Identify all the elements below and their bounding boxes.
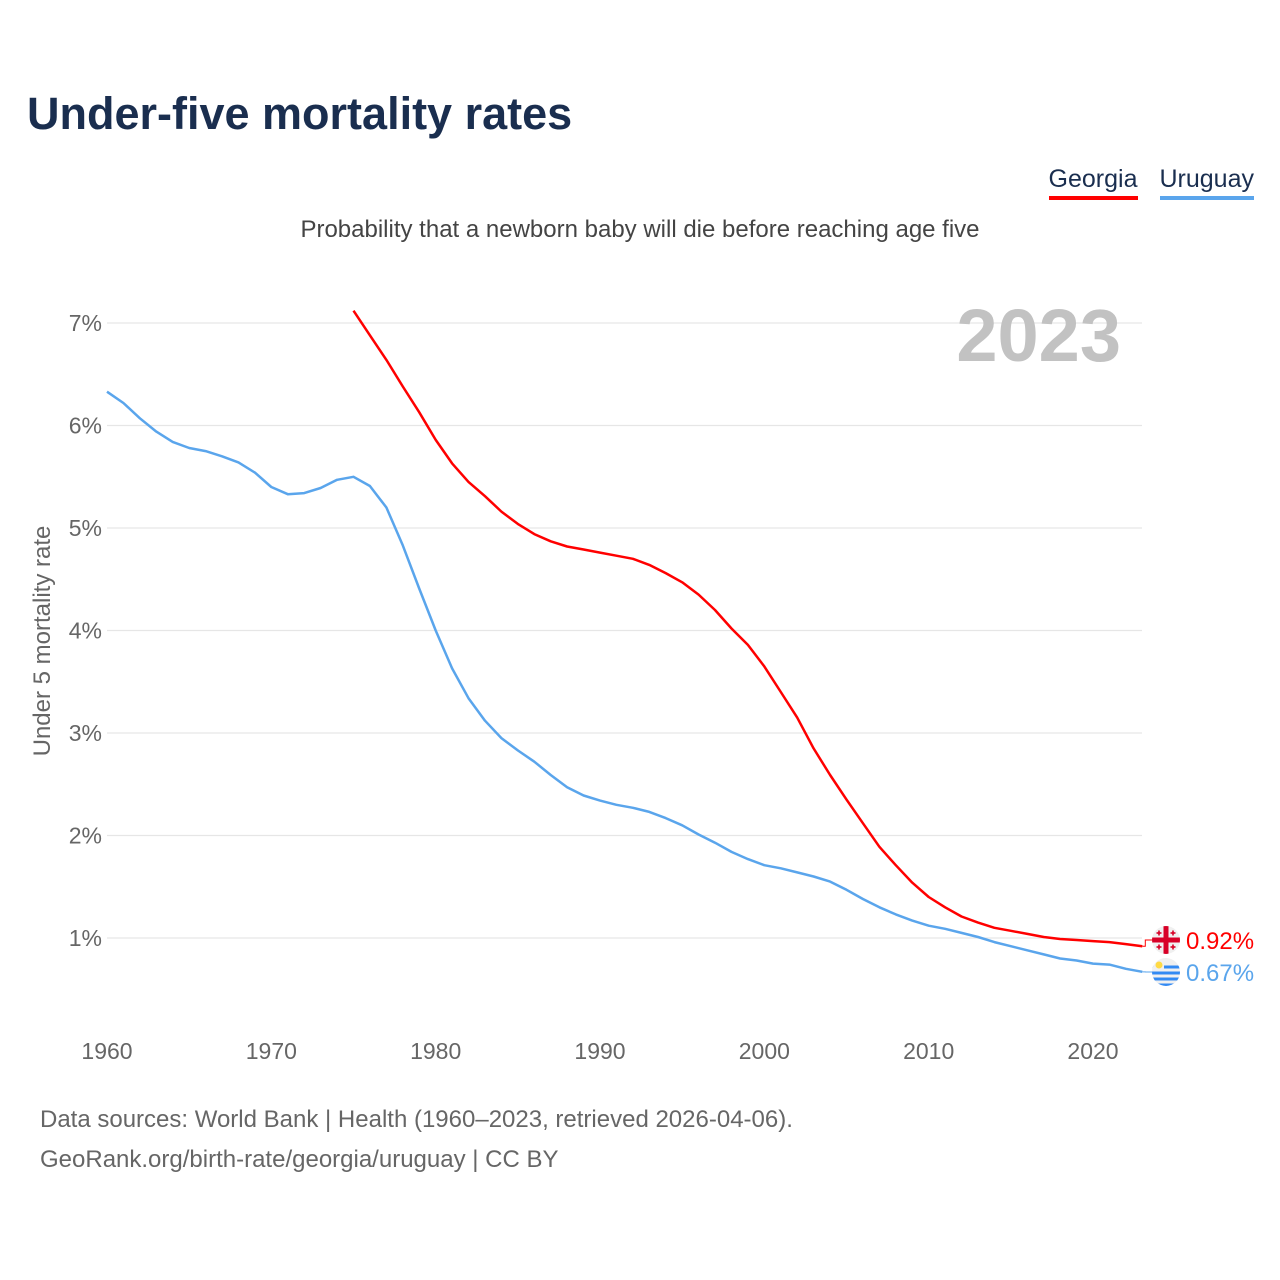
- legend-item-uruguay[interactable]: Uruguay: [1159, 165, 1254, 200]
- uruguay-flag-icon: [1152, 958, 1180, 986]
- flag-stripe: [1152, 965, 1180, 969]
- flag-cross: [1152, 937, 1180, 943]
- end-labels: 0.92% 0.67%: [1142, 926, 1254, 987]
- x-axis-ticks: 1960 1970 1980 1990 2000 2010 2020: [81, 1038, 1118, 1064]
- flag-stripe: [1152, 971, 1180, 975]
- x-tick-label: 2010: [903, 1038, 954, 1064]
- flag-small-cross: [1172, 944, 1174, 950]
- y-tick-label: 3%: [69, 720, 102, 746]
- y-tick-label: 7%: [69, 310, 102, 336]
- y-tick-label: 4%: [69, 618, 102, 644]
- x-tick-label: 2000: [739, 1038, 790, 1064]
- series-line-uruguay: [106, 390, 1143, 974]
- legend: Georgia Uruguay: [1048, 165, 1254, 200]
- y-axis-ticks: 1% 2% 3% 4% 5% 6% 7%: [69, 310, 102, 951]
- series-line-georgia: [352, 310, 1143, 948]
- chart-subtitle: Probability that a newborn baby will die…: [300, 216, 980, 243]
- georgia-flag-icon: [1152, 926, 1180, 954]
- legend-item-georgia[interactable]: Georgia: [1048, 165, 1138, 200]
- footer-link[interactable]: GeoRank.org/birth-rate/georgia/uruguay |…: [40, 1146, 559, 1173]
- flag-small-cross: [1158, 944, 1160, 950]
- y-tick-label: 6%: [69, 413, 102, 439]
- end-value-label: 0.92%: [1186, 928, 1254, 955]
- label-connector: [1142, 939, 1155, 947]
- flag: [1152, 958, 1180, 986]
- gridlines: [107, 322, 1142, 939]
- y-axis-label: Under 5 mortality rate: [29, 526, 56, 757]
- series-lines: [106, 310, 1143, 974]
- y-tick-label: 5%: [69, 515, 102, 541]
- end-value-label: 0.67%: [1186, 960, 1254, 987]
- footer-sources: Data sources: World Bank | Health (1960–…: [40, 1106, 793, 1133]
- x-tick-label: 1990: [574, 1038, 625, 1064]
- x-tick-label: 2020: [1067, 1038, 1118, 1064]
- y-tick-label: 2%: [69, 823, 102, 849]
- y-tick-label: 1%: [69, 925, 102, 951]
- flag-sun: [1155, 961, 1163, 969]
- flag-small-cross: [1158, 930, 1160, 936]
- x-tick-label: 1970: [246, 1038, 297, 1064]
- flag-small-cross: [1172, 930, 1174, 936]
- chart-title: Under-five mortality rates: [27, 88, 573, 139]
- x-tick-label: 1960: [81, 1038, 132, 1064]
- flag: [1152, 926, 1180, 954]
- flag-stripe: [1152, 983, 1180, 986]
- x-tick-label: 1980: [410, 1038, 461, 1064]
- flag-stripe: [1152, 977, 1180, 981]
- year-badge: 2023: [956, 294, 1121, 377]
